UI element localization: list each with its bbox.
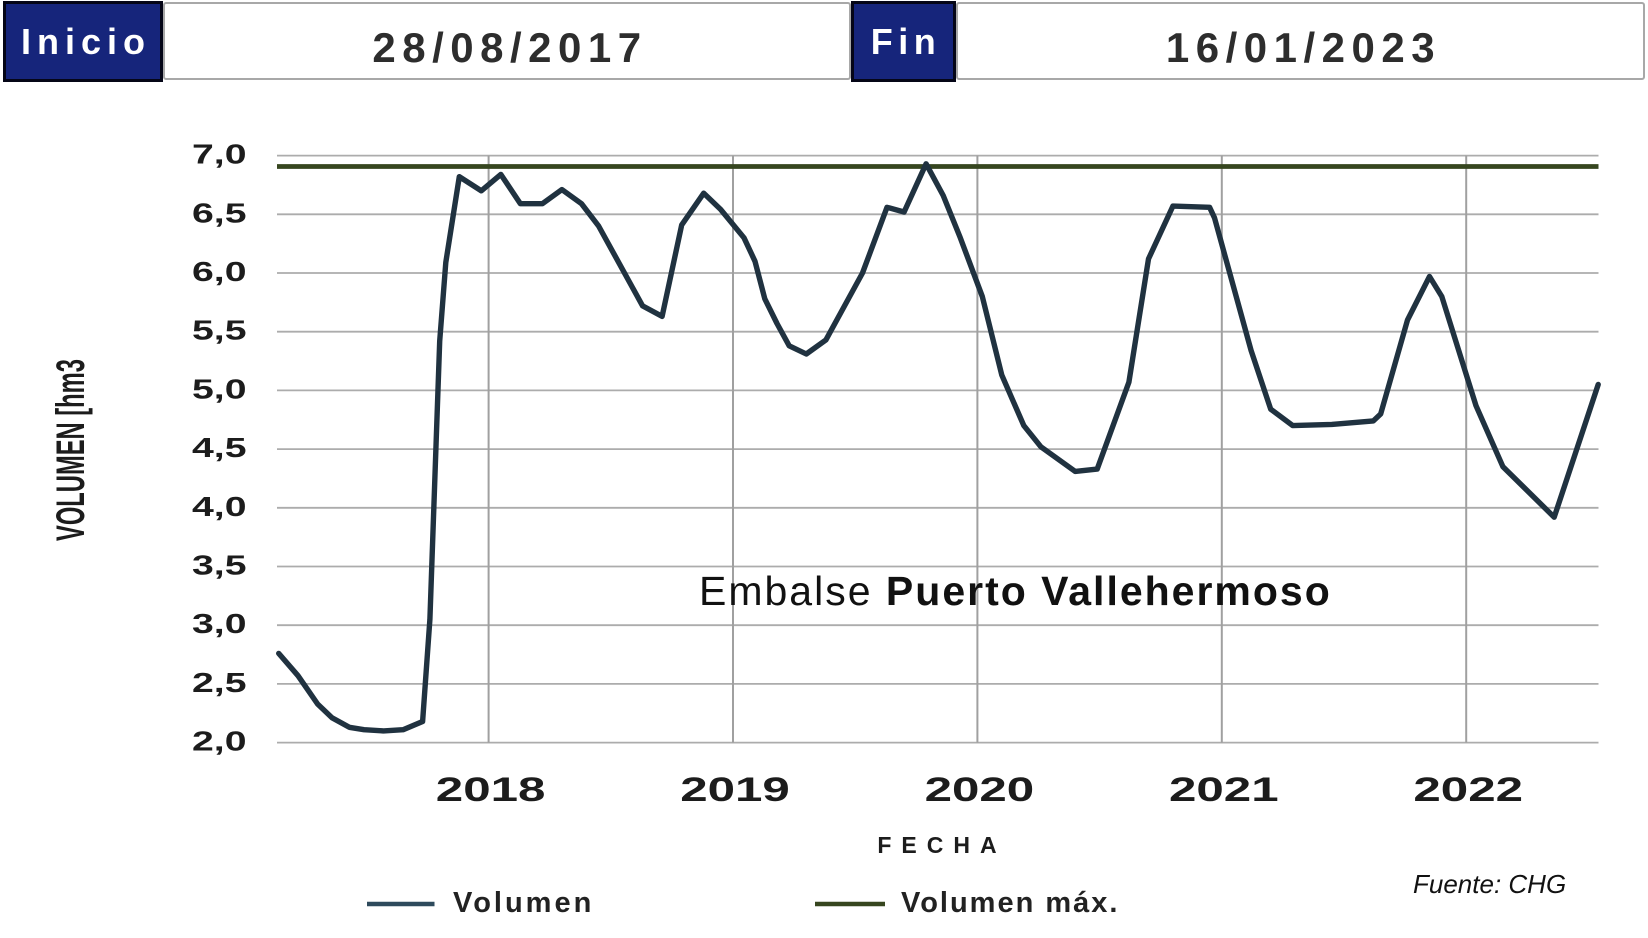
svg-text:7,0: 7,0 — [192, 139, 246, 170]
svg-text:VOLUMEN [hm3: VOLUMEN [hm3 — [49, 359, 93, 541]
svg-text:2022: 2022 — [1413, 770, 1523, 808]
svg-text:4,5: 4,5 — [192, 432, 246, 463]
svg-text:3,0: 3,0 — [192, 609, 246, 640]
svg-text:2018: 2018 — [436, 770, 546, 808]
svg-text:2019: 2019 — [680, 770, 790, 808]
svg-text:Volumen máx.: Volumen máx. — [901, 887, 1119, 919]
svg-text:5,5: 5,5 — [192, 315, 246, 346]
svg-text:2021: 2021 — [1169, 770, 1279, 808]
svg-text:4,0: 4,0 — [192, 491, 246, 522]
svg-text:Fuente: CHG: Fuente: CHG — [1413, 869, 1566, 899]
svg-text:Embalse Puerto Vallehermoso: Embalse Puerto Vallehermoso — [699, 568, 1332, 614]
svg-text:2020: 2020 — [925, 770, 1035, 808]
svg-text:5,0: 5,0 — [192, 374, 246, 405]
svg-text:Volumen: Volumen — [453, 887, 594, 919]
svg-text:3,5: 3,5 — [192, 550, 246, 581]
svg-text:FECHA: FECHA — [877, 832, 1006, 858]
svg-text:6,0: 6,0 — [192, 256, 246, 287]
svg-text:2,0: 2,0 — [192, 726, 246, 757]
svg-text:2,5: 2,5 — [192, 667, 246, 698]
svg-text:6,5: 6,5 — [192, 198, 246, 229]
